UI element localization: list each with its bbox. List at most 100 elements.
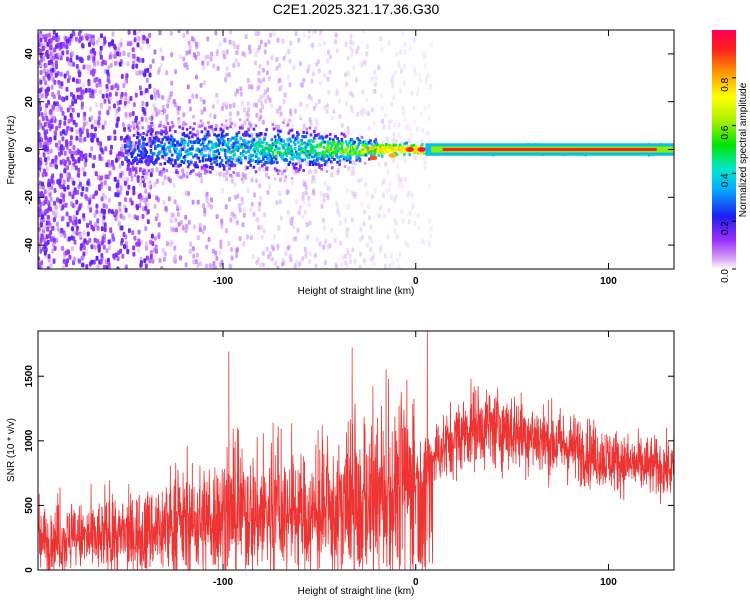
heatmap-cell [136, 125, 139, 129]
heatmap-cell [114, 192, 118, 198]
heatmap-cell [214, 150, 217, 154]
heatmap-cell [39, 160, 43, 166]
heatmap-cell [395, 51, 399, 57]
heatmap-cell [78, 258, 82, 264]
heatmap-cell [293, 138, 297, 142]
heatmap-cell [346, 204, 350, 210]
heatmap-cell [66, 184, 70, 190]
heatmap-cell [260, 100, 264, 106]
heatmap-cell [367, 147, 370, 151]
heatmap-cell [227, 149, 230, 153]
heatmap-cell [130, 155, 134, 159]
heatmap-cell [373, 89, 377, 95]
heatmap-cell [309, 169, 313, 175]
heatmap-cell [95, 203, 99, 209]
heatmap-cell [54, 53, 58, 59]
heatmap-cell [66, 258, 69, 264]
heatmap-cell [55, 37, 59, 43]
heatmap-cell [55, 142, 58, 148]
heatmap-cell [215, 51, 219, 57]
heatmap-cell [297, 210, 301, 216]
heatmap-cell [97, 37, 101, 43]
heatmap-cell [55, 101, 59, 107]
heatmap-cell [372, 145, 375, 149]
snr-x-label: Height of straight line (km) [298, 586, 415, 597]
heatmap-cell [400, 177, 404, 183]
heatmap-cell [176, 141, 179, 145]
heatmap-cell [66, 125, 70, 131]
heatmap-cell [41, 116, 45, 122]
heatmap-cell [90, 124, 94, 130]
heatmap-cell [213, 154, 216, 158]
heatmap-cell [205, 170, 209, 174]
heatmap-cell [227, 72, 231, 78]
heatmap-cell [141, 156, 144, 160]
heatmap-cell [298, 261, 302, 267]
heatmap-cell [148, 32, 152, 38]
heatmap-cell [176, 170, 179, 174]
heatmap-cell [241, 222, 245, 228]
heatmap-cell [55, 125, 59, 131]
heatmap-cell [49, 263, 53, 269]
heatmap-cell [394, 221, 398, 226]
heatmap-cell [196, 165, 199, 169]
heatmap-cell [281, 38, 285, 44]
heatmap-cell [308, 220, 312, 226]
heatmap-cell [90, 137, 94, 143]
heatmap-cell [370, 150, 373, 154]
heatmap-cell [291, 224, 295, 230]
heatmap-cell [421, 143, 424, 147]
heatmap-cell [89, 106, 92, 112]
heatmap-cell [74, 122, 78, 128]
heatmap-cell [82, 213, 86, 219]
heatmap-cell [114, 211, 117, 217]
heatmap-cell [227, 141, 230, 145]
heatmap-cell [195, 93, 199, 99]
heatmap-cell [75, 129, 79, 135]
heatmap-cell [388, 263, 392, 269]
heatmap-cell [345, 81, 349, 87]
colorbar-tick-label: 0.2 [720, 221, 731, 235]
heatmap-cell [206, 36, 210, 42]
heatmap-cell [256, 47, 260, 53]
heatmap-cell [126, 61, 130, 67]
heatmap-cell [293, 108, 297, 114]
heatmap-cell [51, 104, 55, 110]
heatmap-cell [42, 75, 46, 81]
heatmap-cell [132, 251, 136, 257]
heatmap-cell [346, 227, 350, 233]
heatmap-cell [139, 157, 142, 161]
heatmap-cell [40, 214, 44, 220]
heatmap-cell [259, 114, 263, 120]
heatmap-cell [122, 215, 126, 221]
heatmap-cell [127, 228, 131, 234]
heatmap-cell [174, 144, 177, 147]
heatmap-cell [345, 232, 349, 238]
heatmap-cell [179, 255, 182, 261]
heatmap-cell [59, 71, 63, 77]
heatmap-cell [320, 153, 323, 157]
heatmap-cell [55, 64, 59, 70]
heatmap-cell [253, 149, 257, 153]
heatmap-cell [356, 137, 359, 140]
heatmap-cell [293, 143, 297, 147]
heatmap-cell [167, 196, 171, 202]
heatmap-cell [75, 55, 79, 61]
heatmap-cell [144, 263, 148, 269]
heatmap-cell [108, 170, 112, 176]
heatmap-cell [360, 202, 364, 207]
heatmap-cell [147, 158, 151, 162]
heatmap-cell [356, 111, 360, 117]
heatmap-cell [45, 50, 49, 55]
heatmap-cell [289, 257, 293, 263]
heatmap-cell [344, 72, 348, 78]
heatmap-cell [290, 153, 294, 157]
heatmap-cell [225, 49, 229, 55]
heatmap-cell [141, 39, 145, 44]
heatmap-cell [116, 192, 120, 198]
heatmap-cell [267, 150, 270, 154]
heatmap-cell [298, 153, 301, 157]
heatmap-cell [308, 160, 312, 164]
heatmap-cell [232, 142, 235, 146]
heatmap-cell [282, 99, 286, 104]
